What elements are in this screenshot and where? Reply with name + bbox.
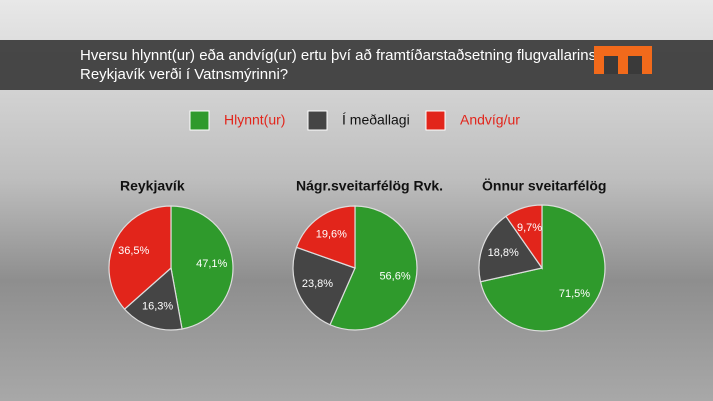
data-label: 71,5% [559,288,590,300]
pie-slice [170,205,234,330]
pie-title: Önnur sveitarfélög [482,178,606,194]
data-label: 23,8% [302,278,333,290]
pie-slice [329,205,418,331]
legend-label: Andvíg/ur [460,112,520,128]
pie-slice [479,204,606,332]
pie-slice [292,246,356,326]
pie-title: Reykjavík [120,178,185,194]
data-label: 47,1% [196,258,227,270]
pie-slice [478,215,544,283]
data-label: 56,6% [379,270,410,282]
pie-slice [108,205,172,310]
header-title: Hversu hlynnt(ur) eða andvíg(ur) ertu þv… [80,47,605,64]
data-label: 16,3% [142,301,173,313]
header-title: Reykjavík verði í Vatnsmýrinni? [80,66,288,83]
legend-label: Hlynnt(ur) [224,112,285,128]
data-label: 36,5% [118,245,149,257]
pie-slice [505,204,543,270]
pie-slice [123,266,183,331]
data-label: 9,7% [517,222,542,234]
legend-swatch [307,110,328,131]
data-label: 19,6% [316,229,347,241]
legend-label: Í meðallagi [342,112,410,128]
legend-swatch [189,110,210,131]
legend-swatch [425,110,446,131]
pie-title: Nágr.sveitarfélög Rvk. [296,178,443,194]
data-label: 18,8% [488,247,519,259]
pie-slice [295,205,356,269]
logo [594,46,652,74]
